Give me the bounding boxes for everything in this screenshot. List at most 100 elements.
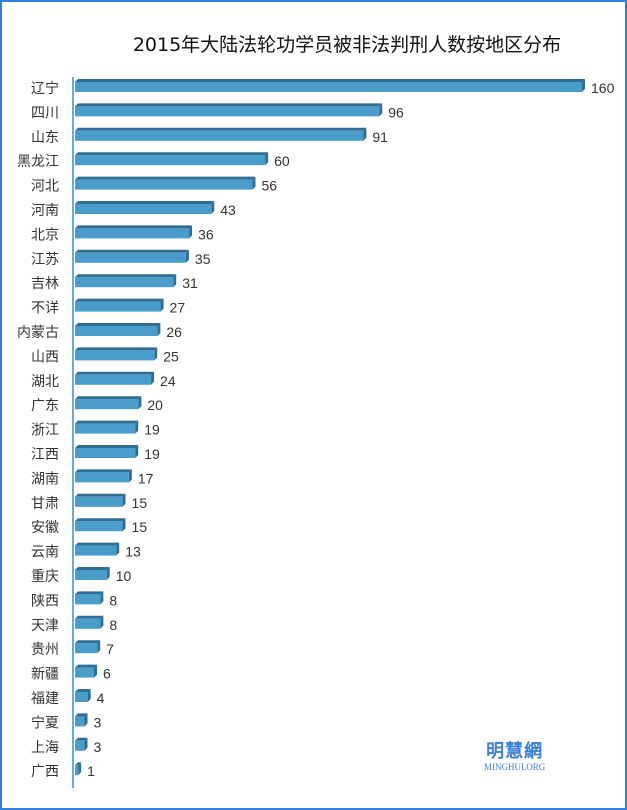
data-label: 36 xyxy=(198,226,214,242)
bar-side xyxy=(122,518,126,532)
bar-top xyxy=(75,713,88,717)
bar-top xyxy=(75,201,215,204)
category-label: 山西 xyxy=(31,349,59,365)
category-label: 吉林 xyxy=(31,276,59,292)
bar-top xyxy=(75,152,269,156)
data-label: 31 xyxy=(182,275,198,291)
bar-吉林: 吉林 31 xyxy=(31,274,198,292)
bar-河北: 河北 56 xyxy=(31,176,277,195)
logo-english: MINGHUI.ORG xyxy=(484,762,546,772)
category-label: 重庆 xyxy=(31,569,59,585)
category-label: 江西 xyxy=(31,447,59,463)
bar xyxy=(75,667,95,678)
category-label: 广西 xyxy=(31,764,59,780)
data-label: 19 xyxy=(144,422,160,438)
bar xyxy=(75,204,212,214)
category-label: 黑龙江 xyxy=(17,154,59,170)
bar xyxy=(75,228,190,239)
bar-top xyxy=(75,103,383,107)
bar xyxy=(75,155,266,166)
bar xyxy=(75,765,79,776)
bar xyxy=(75,399,139,410)
bar-top xyxy=(75,469,132,473)
data-label: 7 xyxy=(106,641,114,657)
bar-side xyxy=(582,79,585,92)
category-label: 北京 xyxy=(31,227,59,243)
category-label: 天津 xyxy=(31,618,59,634)
bar-top xyxy=(75,249,189,253)
bar-side xyxy=(100,615,104,629)
bar xyxy=(75,496,123,507)
data-label: 35 xyxy=(195,251,211,267)
category-label: 不详 xyxy=(31,301,59,317)
data-label: 13 xyxy=(125,544,141,560)
bar xyxy=(75,106,380,117)
bar-side xyxy=(87,689,91,702)
bar-江西: 江西 19 xyxy=(31,445,160,463)
bar-side xyxy=(160,298,164,312)
bar-辽宁: 辽宁 160 xyxy=(31,79,615,97)
data-label: 10 xyxy=(116,568,132,584)
bar-side xyxy=(84,737,88,751)
bar-top xyxy=(75,420,139,424)
bar-top xyxy=(75,445,139,448)
bar-福建: 福建 4 xyxy=(31,689,105,707)
category-label: 山东 xyxy=(31,130,59,146)
minghui-logo: 明慧網 MINGHUI.ORG xyxy=(484,737,545,772)
data-label: 160 xyxy=(591,80,615,96)
category-label: 福建 xyxy=(31,691,59,707)
bar-side xyxy=(116,542,120,556)
bar xyxy=(75,472,129,483)
bar xyxy=(75,130,364,141)
bar-side xyxy=(94,664,98,678)
bar-内蒙古: 内蒙古 26 xyxy=(17,323,182,341)
bar-side xyxy=(78,762,82,776)
bar-side xyxy=(97,640,101,654)
data-label: 96 xyxy=(388,104,404,120)
bar-top xyxy=(75,762,82,766)
bar xyxy=(75,692,88,702)
bar-河南: 河南 43 xyxy=(31,201,236,219)
bar-side xyxy=(185,249,189,263)
bar-side xyxy=(157,323,161,336)
bar-side xyxy=(189,225,193,239)
category-label: 云南 xyxy=(31,545,59,561)
data-label: 26 xyxy=(166,324,182,340)
bar-top xyxy=(75,640,101,644)
bar xyxy=(75,521,123,532)
bar-side xyxy=(138,396,142,410)
bar-top xyxy=(75,347,158,351)
bar-不详: 不详 27 xyxy=(31,298,185,317)
bar-side xyxy=(151,371,155,385)
bar xyxy=(75,643,98,654)
bar-甘肃: 甘肃 15 xyxy=(31,493,147,512)
category-label: 湖北 xyxy=(31,374,59,390)
bar-天津: 天津 8 xyxy=(31,615,117,634)
bar-宁夏: 宁夏 3 xyxy=(31,713,102,731)
bar-side xyxy=(128,469,132,483)
bar-side xyxy=(106,567,110,580)
bar-side xyxy=(363,127,367,141)
bar-陕西: 陕西 8 xyxy=(31,591,117,609)
category-label: 广东 xyxy=(31,398,59,414)
category-label: 新疆 xyxy=(31,667,59,683)
data-label: 56 xyxy=(261,178,277,194)
bar-广东: 广东 20 xyxy=(31,396,163,414)
bar-top xyxy=(75,298,164,302)
bar-黑龙江: 黑龙江 60 xyxy=(17,152,290,170)
bar xyxy=(75,326,158,336)
data-label: 1 xyxy=(87,763,95,779)
bar-湖北: 湖北 24 xyxy=(31,371,176,390)
bar-top xyxy=(75,737,88,741)
bar-贵州: 贵州 7 xyxy=(31,640,114,658)
bar xyxy=(75,374,152,385)
category-label: 上海 xyxy=(31,740,59,756)
category-label: 湖南 xyxy=(31,471,59,487)
data-label: 19 xyxy=(144,446,160,462)
data-label: 15 xyxy=(132,519,148,535)
data-label: 8 xyxy=(109,592,117,608)
bar-side xyxy=(135,445,139,458)
category-label: 宁夏 xyxy=(31,714,59,731)
category-label: 内蒙古 xyxy=(17,325,59,341)
bar xyxy=(75,618,101,629)
